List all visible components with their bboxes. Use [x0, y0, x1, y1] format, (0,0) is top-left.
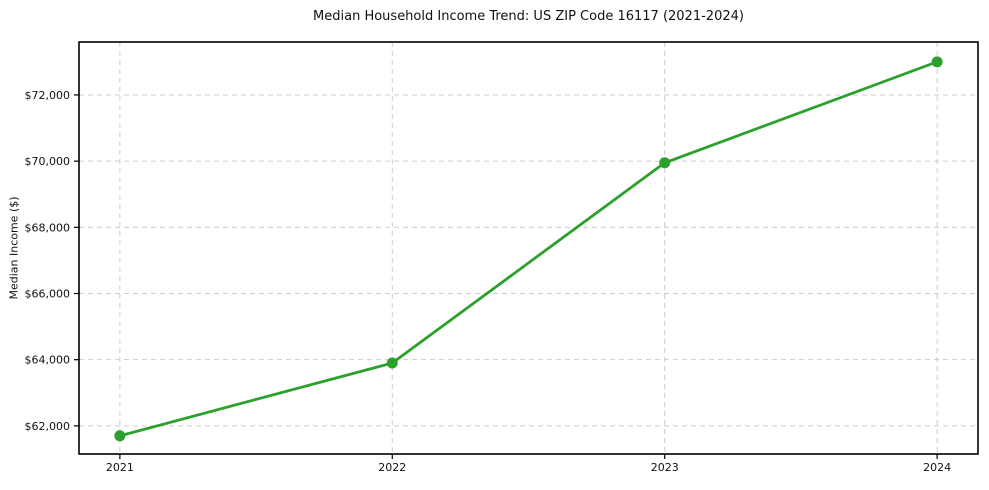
y-tick-label: $64,000	[25, 354, 71, 367]
y-tick-label: $68,000	[25, 221, 71, 234]
data-point-2022	[386, 357, 398, 369]
data-point-2021	[114, 430, 126, 442]
data-point-2023	[659, 157, 671, 169]
x-tick-label: 2022	[378, 461, 406, 474]
x-tick-label: 2021	[106, 461, 134, 474]
plot-border	[78, 41, 979, 455]
x-tick-label: 2023	[651, 461, 679, 474]
data-point-2024	[931, 56, 943, 68]
x-tick-label: 2024	[923, 461, 951, 474]
y-tick-label: $72,000	[25, 89, 71, 102]
y-tick-label: $62,000	[25, 420, 71, 433]
y-tick-label: $66,000	[25, 288, 71, 301]
chart-title: Median Household Income Trend: US ZIP Co…	[313, 9, 744, 24]
trend-line	[118, 60, 939, 438]
y-tick-label: $70,000	[25, 155, 71, 168]
